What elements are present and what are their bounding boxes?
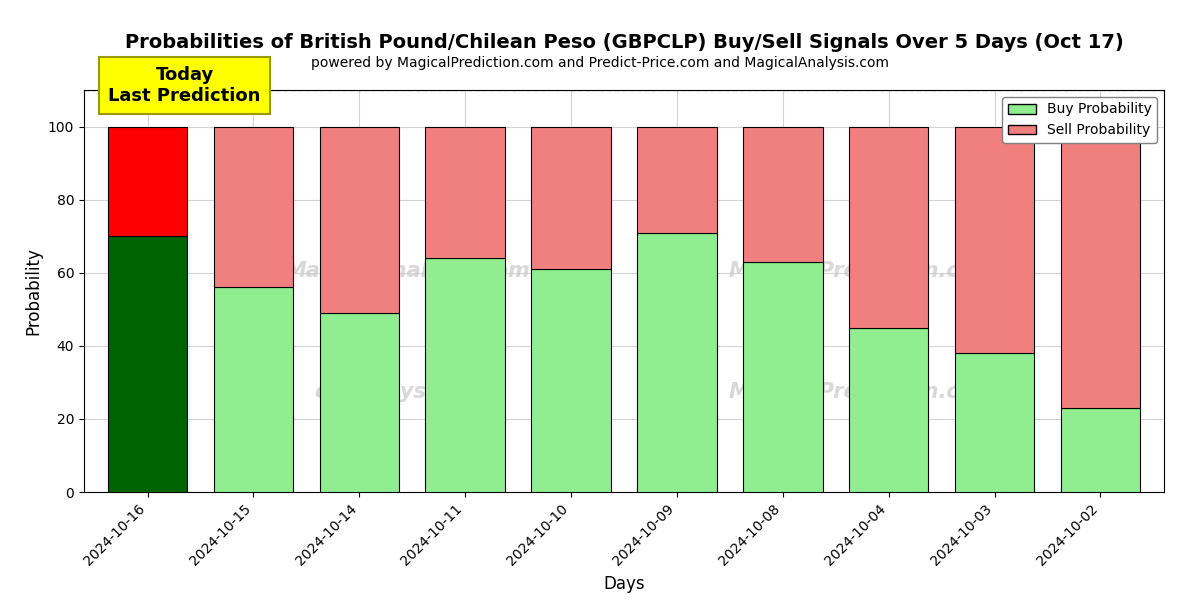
- Bar: [426, 127, 505, 258]
- Text: MagicalAnalysis.com: MagicalAnalysis.com: [286, 261, 530, 281]
- Bar: [637, 233, 716, 492]
- Bar: [637, 127, 716, 233]
- Text: MagicalPrediction.com: MagicalPrediction.com: [728, 261, 995, 281]
- Bar: [319, 313, 400, 492]
- Bar: [955, 353, 1034, 492]
- Bar: [108, 127, 187, 236]
- Title: Probabilities of British Pound/Chilean Peso (GBPCLP) Buy/Sell Signals Over 5 Day: Probabilities of British Pound/Chilean P…: [125, 34, 1123, 52]
- Text: powered by MagicalPrediction.com and Predict-Price.com and MagicalAnalysis.com: powered by MagicalPrediction.com and Pre…: [311, 56, 889, 70]
- Text: MagicalPrediction.com: MagicalPrediction.com: [728, 382, 995, 401]
- Bar: [319, 127, 400, 313]
- Legend: Buy Probability, Sell Probability: Buy Probability, Sell Probability: [1002, 97, 1157, 143]
- Bar: [426, 258, 505, 492]
- Bar: [850, 127, 929, 328]
- Text: calAnalysis.com: calAnalysis.com: [314, 382, 502, 401]
- Text: Today
Last Prediction: Today Last Prediction: [108, 66, 260, 104]
- Bar: [532, 269, 611, 492]
- Bar: [214, 287, 293, 492]
- Bar: [743, 127, 822, 262]
- Bar: [743, 262, 822, 492]
- Bar: [532, 127, 611, 269]
- X-axis label: Days: Days: [604, 575, 644, 593]
- Bar: [1061, 127, 1140, 408]
- Bar: [1061, 408, 1140, 492]
- Y-axis label: Probability: Probability: [24, 247, 42, 335]
- Bar: [214, 127, 293, 287]
- Bar: [108, 236, 187, 492]
- Bar: [850, 328, 929, 492]
- Bar: [955, 127, 1034, 353]
